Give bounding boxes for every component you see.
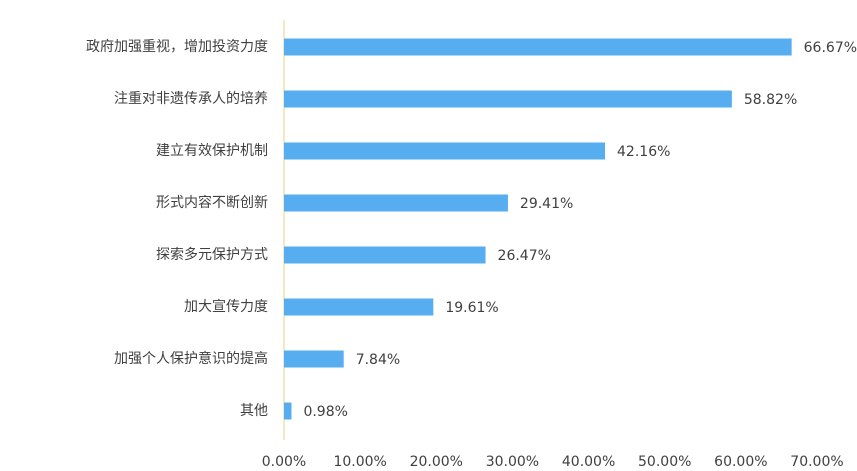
- bar: [284, 402, 292, 420]
- x-tick-label: 0.00%: [262, 454, 306, 470]
- value-label: 0.98%: [303, 404, 347, 420]
- value-label: 7.84%: [356, 352, 400, 368]
- value-label: 29.41%: [520, 196, 573, 212]
- y-tick-label: 加大宣传力度: [184, 299, 268, 315]
- y-tick-label: 探索多元保护方式: [156, 246, 268, 263]
- value-label: 58.82%: [744, 92, 797, 108]
- y-tick-label: 政府加强重视，增加投资力度: [86, 39, 268, 55]
- bar: [284, 38, 792, 56]
- x-tick-label: 70.00%: [790, 454, 843, 470]
- x-tick-label: 10.00%: [333, 454, 386, 470]
- bar: [284, 298, 434, 316]
- value-label: 19.61%: [445, 300, 498, 316]
- bar: [284, 246, 486, 264]
- bar: [284, 90, 732, 108]
- x-tick-label: 20.00%: [410, 454, 463, 470]
- y-tick-label: 形式内容不断创新: [156, 194, 268, 211]
- y-tick-label: 注重对非遗传承人的培养: [114, 91, 268, 107]
- bar: [284, 142, 606, 160]
- value-label: 42.16%: [617, 144, 670, 160]
- x-tick-label: 60.00%: [714, 454, 767, 470]
- value-label: 66.67%: [804, 40, 857, 56]
- x-tick-label: 40.00%: [562, 454, 615, 470]
- x-tick-label: 50.00%: [638, 454, 691, 470]
- x-tick-label: 30.00%: [486, 454, 539, 470]
- y-tick-label: 加强个人保护意识的提高: [114, 350, 268, 367]
- value-label: 26.47%: [498, 248, 551, 264]
- bar: [284, 194, 508, 212]
- y-tick-label: 建立有效保护机制: [156, 143, 268, 159]
- bar: [284, 350, 344, 368]
- y-tick-label: 其他: [240, 403, 268, 419]
